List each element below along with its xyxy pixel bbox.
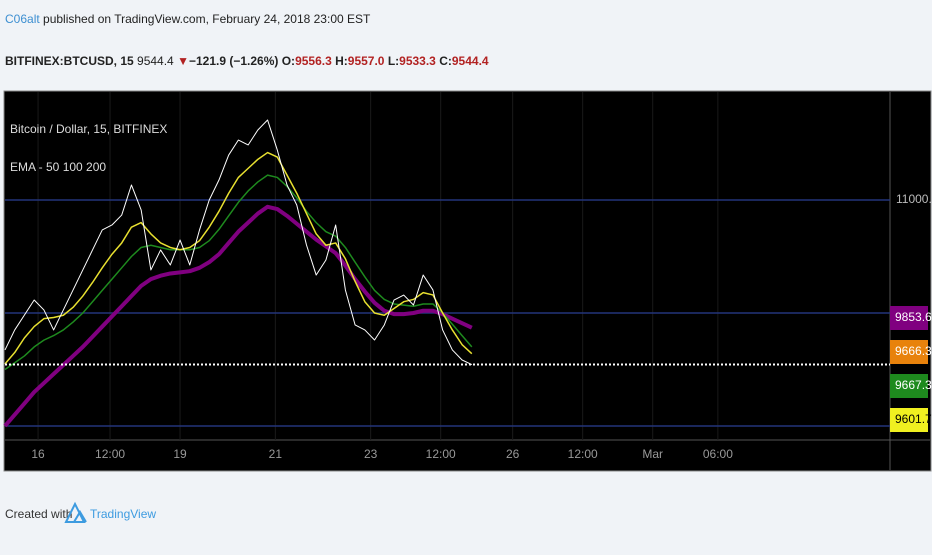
chart-panel [3, 90, 932, 472]
series-line [4, 151, 473, 365]
series-line [4, 119, 473, 365]
l-label: L: [388, 54, 399, 68]
last: 9544.4 [137, 54, 174, 68]
x-tick-label: 12:00 [568, 447, 598, 461]
price-tag-label: 9667.3 [895, 378, 932, 392]
brand[interactable]: TradingView [90, 507, 156, 521]
x-tick-label: 06:00 [703, 447, 733, 461]
published: published on TradingView.com, February 2… [40, 12, 371, 26]
price-tag-label: 9601.7 [895, 412, 932, 426]
x-tick-label: 16 [31, 447, 45, 461]
series-line [4, 174, 473, 371]
o: 9556.3 [295, 54, 332, 68]
x-tick-label: 19 [173, 447, 187, 461]
legend-indicator: EMA - 50 100 200 [10, 160, 106, 174]
x-tick-label: 23 [364, 447, 378, 461]
x-tick-label: Mar [642, 447, 663, 461]
author[interactable]: C06alt [5, 12, 40, 26]
change: −121.9 (−1.26%) [189, 54, 278, 68]
created-with: Created with [5, 507, 72, 521]
c: 9544.4 [452, 54, 489, 68]
h-label: H: [335, 54, 348, 68]
l: 9533.3 [399, 54, 436, 68]
price-tag [890, 306, 928, 330]
plot: 16 12:00 19 21 23 12:00 26 12:00 Mar 06:00 11000.0 [3, 92, 932, 461]
h: 9557.0 [348, 54, 385, 68]
price-tag [890, 408, 928, 432]
price-tag [890, 374, 928, 398]
x-tick-label: 12:00 [426, 447, 456, 461]
y-tick-label: 11000.0 [896, 192, 932, 206]
series-line [3, 204, 473, 428]
price-tag-label: 9853.6 [895, 310, 932, 324]
x-tick-label: 12:00 [95, 447, 125, 461]
byline: C06alt published on TradingView.com, Feb… [5, 12, 371, 26]
arrow: ▼ [177, 54, 189, 68]
x-tick-label: 21 [269, 447, 283, 461]
price-tag [890, 340, 928, 364]
o-label: O: [282, 54, 295, 68]
logo [64, 501, 87, 523]
symbol: BITFINEX:BTCUSD, 15 [5, 54, 134, 68]
quote-line: BITFINEX:BTCUSD, 15 9544.4 ▼−121.9 (−1.2… [5, 54, 489, 68]
x-tick-label: 26 [506, 447, 520, 461]
c-label: C: [439, 54, 452, 68]
legend-title: Bitcoin / Dollar, 15, BITFINEX [10, 122, 167, 136]
price-tag-label: 9666.3 [895, 344, 932, 358]
